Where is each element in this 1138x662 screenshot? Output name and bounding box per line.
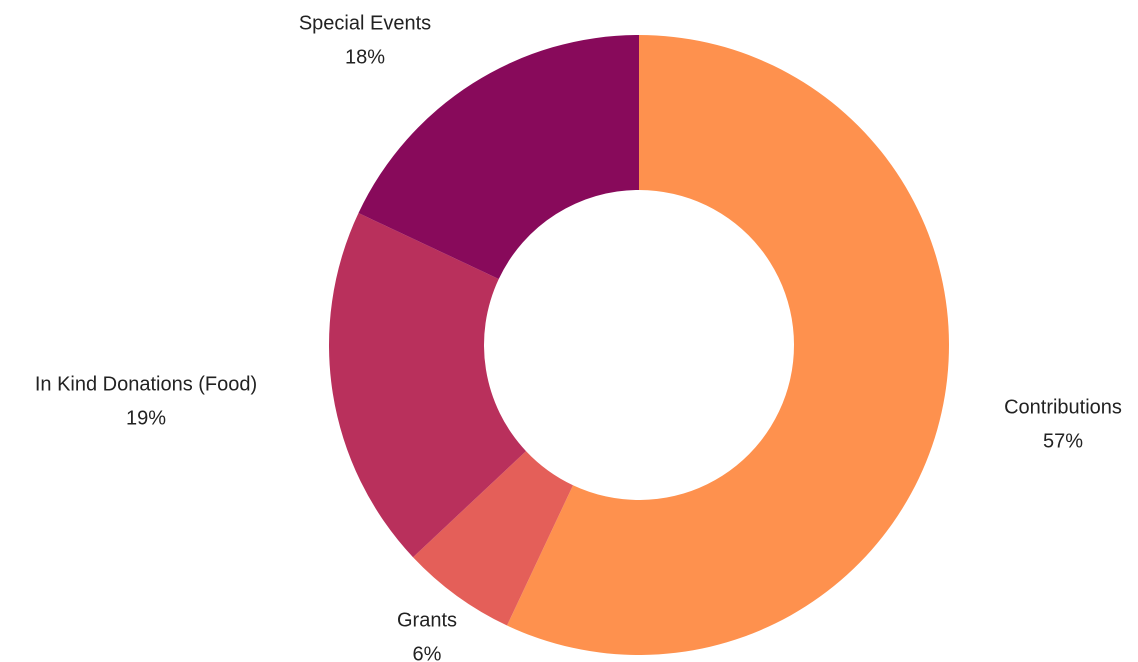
slice-label-in-kind-donations-food: In Kind Donations (Food) xyxy=(35,373,257,395)
slice-value-special-events: 18% xyxy=(345,46,385,68)
slice-value-grants: 6% xyxy=(413,643,442,662)
chart-labels: Contributions 57% Grants 6% In Kind Donation… xyxy=(35,12,1122,662)
slice-value-contributions: 57% xyxy=(1043,430,1083,452)
slice-label-contributions: Contributions xyxy=(1004,396,1122,418)
slice-grants xyxy=(413,451,574,626)
slice-label-special-events: Special Events xyxy=(299,12,431,34)
slice-contributions xyxy=(507,35,949,655)
slice-value-in-kind-donations-food: 19% xyxy=(126,407,166,429)
slice-special-events xyxy=(358,35,639,280)
slice-label-grants: Grants xyxy=(397,609,457,631)
chart-slices xyxy=(328,35,949,655)
slice-in-kind-donations-food xyxy=(328,213,527,558)
